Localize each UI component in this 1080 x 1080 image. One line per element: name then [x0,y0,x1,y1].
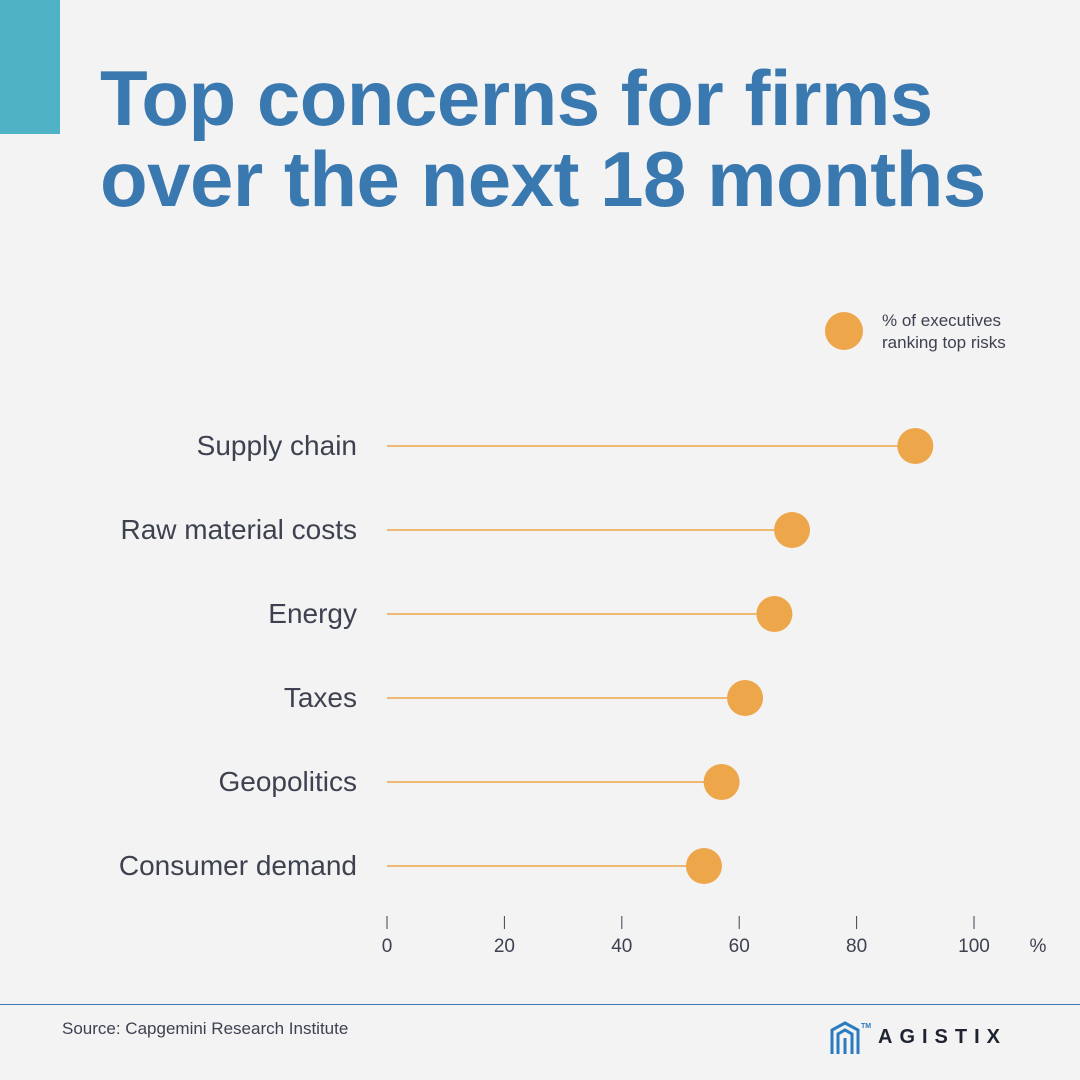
lollipop-chart: Supply chain Raw material costs Energy Taxe… [119,428,1047,957]
dot-energy [756,596,793,632]
chart-title: Top concerns for firms over the next 18 … [100,54,986,223]
agistix-logo-icon [830,1021,860,1054]
dot-taxes [727,680,764,716]
category-label-geopolitics: Geopolitics [218,766,357,797]
dot-geopolitics [703,764,740,800]
row-consumer-demand: Consumer demand [119,848,722,884]
x-tick-label-60: 60 [729,936,750,957]
legend-label-line2: ranking top risks [882,333,1006,352]
chart-rows: Supply chain Raw material costs Energy Taxe… [119,428,934,884]
brand-name: AGISTIX [878,1026,1008,1048]
legend: % of executives ranking top risks [822,310,1062,354]
legend-label: % of executives ranking top risks [882,310,1062,354]
category-label-consumer-demand: Consumer demand [119,850,357,881]
row-raw-material-costs: Raw material costs [120,512,811,548]
row-geopolitics: Geopolitics [218,764,740,800]
x-tick-label-40: 40 [611,936,632,957]
row-energy: Energy [268,596,793,632]
x-tick-label-20: 20 [494,936,515,957]
category-label-raw-material-costs: Raw material costs [120,514,357,545]
dot-supply-chain [897,428,934,464]
dot-consumer-demand [685,848,722,884]
brand-logo: TM AGISTIX [830,1020,1030,1056]
category-label-taxes: Taxes [284,682,357,713]
x-tick-label-100: 100 [958,936,990,957]
source-note: Source: Capgemini Research Institute [62,1019,349,1038]
x-tick-label-0: 0 [382,936,393,957]
legend-label-line1: % of executives [882,311,1002,330]
row-taxes: Taxes [284,680,764,716]
dot-raw-material-costs [774,512,811,548]
footer-divider [0,1004,1080,1005]
row-supply-chain: Supply chain [197,428,934,464]
legend-dot [825,312,863,350]
x-tick-label-80: 80 [846,936,867,957]
category-label-energy: Energy [268,598,357,629]
accent-block [0,0,60,134]
x-axis: 0 20 40 60 80 100% [382,916,1047,957]
x-axis-unit: % [1030,936,1047,957]
brand-tm: TM [861,1023,872,1030]
category-label-supply-chain: Supply chain [197,430,357,461]
